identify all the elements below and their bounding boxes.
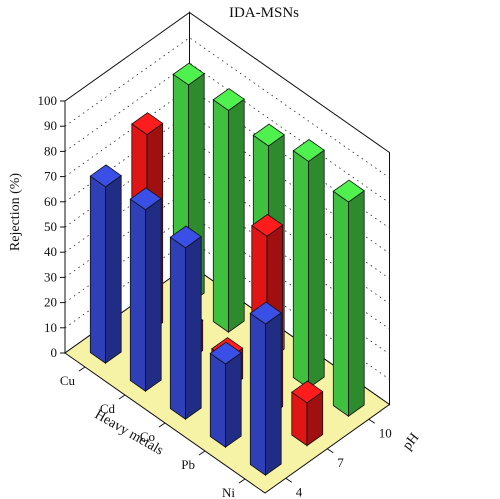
z-tick-label: 80 — [44, 143, 57, 158]
bar-top — [332, 179, 365, 203]
bar-top — [209, 341, 242, 365]
z-tick-label: 50 — [44, 219, 57, 234]
bar-face — [185, 235, 202, 420]
x-tick-label: Ni — [222, 485, 235, 499]
y-tick-label: 4 — [296, 484, 303, 499]
bar-face — [89, 175, 106, 364]
x-tick-label: Cd — [100, 401, 116, 416]
z-tick-label: 100 — [38, 93, 58, 108]
bar-top — [129, 187, 162, 211]
bar-top — [249, 301, 282, 325]
bar-face — [348, 190, 365, 417]
gridline — [64, 62, 390, 204]
bar-face — [308, 149, 325, 389]
y-tick — [285, 477, 293, 483]
bar-top — [252, 123, 285, 147]
bar-top — [172, 62, 205, 86]
x-tick — [78, 366, 86, 372]
y-tick — [368, 418, 376, 424]
chart-title: IDA-MSNs — [229, 5, 299, 21]
y-tick-label: 7 — [337, 455, 344, 470]
bar-cu-ph4 — [89, 164, 122, 364]
bar-pb-ph4 — [209, 341, 242, 448]
y-tick-label: 10 — [379, 425, 392, 440]
bar-ni-ph4 — [249, 301, 282, 476]
z-tick-label: 90 — [44, 118, 57, 133]
y-axis-label: pH — [400, 430, 422, 453]
z-tick-label: 20 — [44, 295, 57, 310]
z-tick-label: 10 — [44, 320, 57, 335]
bar-face — [145, 197, 162, 392]
bar-face — [228, 98, 245, 333]
z-tick-label: 40 — [44, 244, 57, 259]
bar-face — [105, 174, 122, 364]
bar-face — [209, 352, 226, 448]
bar-cd-ph4 — [129, 187, 162, 392]
x-tick-label: Pb — [181, 457, 195, 472]
gridline — [64, 37, 390, 179]
bar-top — [212, 88, 245, 111]
bar-top — [89, 164, 122, 188]
z-tick-label: 0 — [51, 345, 58, 360]
bar-ni-ph7 — [291, 380, 324, 447]
bar-cd-ph10 — [212, 88, 245, 333]
x-tick — [198, 450, 206, 456]
bar-top — [169, 225, 202, 249]
bar-top — [131, 112, 164, 136]
bar-top — [292, 139, 325, 162]
bar-top — [291, 380, 324, 404]
bar-co-ph4 — [169, 225, 202, 420]
bar-face — [169, 236, 186, 420]
z-tick-label: 60 — [44, 194, 57, 209]
x-tick — [158, 422, 166, 428]
bar-face — [292, 149, 309, 389]
gridline — [64, 12, 390, 153]
bar-ni-ph10 — [332, 179, 365, 417]
bar-face — [249, 312, 266, 476]
x-tick — [118, 394, 126, 400]
bar-face — [212, 99, 229, 333]
gridline — [64, 87, 390, 229]
x-tick — [238, 478, 246, 484]
z-axis-label: Rejection (%) — [8, 173, 23, 251]
bar-face — [332, 190, 349, 417]
z-tick-label: 70 — [44, 169, 57, 184]
y-tick — [326, 448, 334, 454]
bar-face — [225, 352, 242, 448]
bar-face — [129, 198, 146, 392]
bar-pb-ph10 — [292, 139, 325, 389]
bar-top — [251, 213, 284, 237]
x-tick-label: Co — [140, 429, 155, 444]
x-tick-label: Cu — [60, 373, 76, 388]
chart-labels: IDA-MSNs Rejection (%) Heavy metals pH 0… — [8, 5, 422, 499]
bar-face — [265, 312, 282, 476]
z-tick-label: 30 — [44, 269, 57, 284]
chart-bars — [89, 62, 365, 476]
